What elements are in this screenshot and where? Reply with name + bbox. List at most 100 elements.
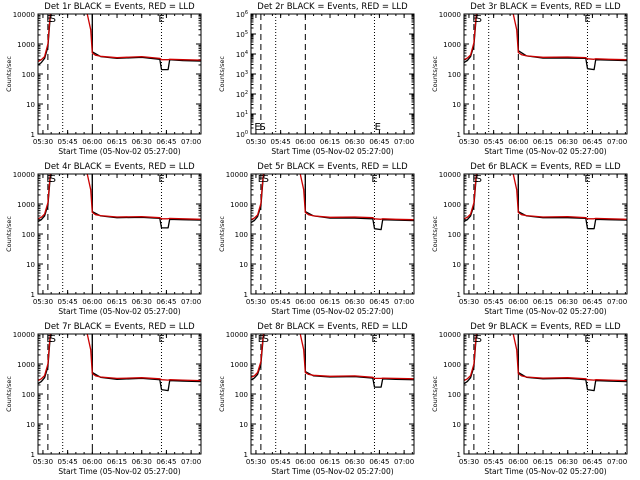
plot-frame <box>37 173 202 295</box>
annotation-marker: E <box>375 122 381 133</box>
series-line-lld <box>38 174 201 220</box>
x-tick-label: 07:00 <box>394 298 414 306</box>
x-tick-label: 06:30 <box>345 298 365 306</box>
y-tick-label: 105 <box>236 30 248 39</box>
annotation-marker: S <box>476 14 482 25</box>
y-tick-label: 1 <box>244 451 248 459</box>
panel-title: Det 8r BLACK = Events, RED = LLD <box>257 322 408 332</box>
panel-3: Det 3r BLACK = Events, RED = LLD Counts/s… <box>431 2 628 156</box>
panel-8: Det 8r BLACK = Events, RED = LLD Counts/s… <box>218 322 415 476</box>
x-tick-label: 05:45 <box>271 138 291 146</box>
y-tick-label: 101 <box>236 110 248 119</box>
y-tick-label: 103 <box>236 70 248 79</box>
x-tick-label: 06:15 <box>107 298 127 306</box>
panel-title: Det 4r BLACK = Events, RED = LLD <box>44 162 195 172</box>
annotation-marker: S <box>259 122 265 133</box>
annotation-marker: S <box>263 174 269 185</box>
x-tick-label: 06:45 <box>156 458 176 466</box>
y-tick-label: 104 <box>236 50 248 59</box>
x-tick-label: 06:30 <box>558 458 578 466</box>
y-axis-label: Counts/sec <box>218 376 226 412</box>
x-tick-label: 05:30 <box>33 298 53 306</box>
series-line-lld <box>38 334 201 382</box>
x-axis-label: Start Time (05-Nov-02 05:27:00) <box>58 147 180 156</box>
annotation-marker: S <box>50 14 56 25</box>
y-tick-label: 100 <box>448 71 461 79</box>
y-tick-label: 10 <box>452 421 461 429</box>
annotation-marker: E <box>472 334 478 345</box>
x-tick-label: 06:15 <box>107 458 127 466</box>
plot-frame <box>463 13 628 135</box>
x-tick-label: 06:30 <box>132 458 152 466</box>
panel-4: Det 4r BLACK = Events, RED = LLD Counts/s… <box>5 162 202 316</box>
plot-frame <box>250 333 415 455</box>
panel-6: Det 6r BLACK = Events, RED = LLD Counts/s… <box>431 162 628 316</box>
annotation-marker: E <box>158 334 164 345</box>
series-line-lld <box>464 174 627 220</box>
y-tick-label: 1000 <box>443 41 461 49</box>
y-tick-label: 10000 <box>226 171 248 179</box>
x-tick-label: 06:45 <box>156 138 176 146</box>
x-tick-label: 06:00 <box>508 138 528 146</box>
y-tick-label: 10 <box>239 421 248 429</box>
plot-frame <box>463 173 628 295</box>
x-tick-label: 05:30 <box>33 138 53 146</box>
x-tick-label: 05:45 <box>484 298 504 306</box>
panel-title: Det 3r BLACK = Events, RED = LLD <box>470 2 621 12</box>
series-group <box>464 174 627 230</box>
x-tick-label: 06:30 <box>558 138 578 146</box>
annotation-marker: S <box>50 334 56 345</box>
y-tick-label: 1000 <box>230 361 248 369</box>
x-axis-label: Start Time (05-Nov-02 05:27:00) <box>271 147 393 156</box>
annotation-marker: S <box>476 334 482 345</box>
x-tick-label: 05:45 <box>271 458 291 466</box>
panel-2: Det 2r BLACK = Events, RED = LLD Counts/s… <box>218 2 415 156</box>
annotation-marker: E <box>584 174 590 185</box>
x-tick-label: 05:30 <box>33 458 53 466</box>
panel-title: Det 7r BLACK = Events, RED = LLD <box>44 322 195 332</box>
y-tick-label: 100 <box>22 71 35 79</box>
annotation-marker: E <box>584 14 590 25</box>
y-axis-label: Counts/sec <box>431 56 439 92</box>
y-tick-label: 100 <box>22 231 35 239</box>
y-tick-label: 10 <box>239 261 248 269</box>
annotation-marker: E <box>371 174 377 185</box>
y-tick-label: 10 <box>26 101 35 109</box>
y-axis-label: Counts/sec <box>218 56 226 92</box>
x-tick-label: 06:00 <box>82 298 102 306</box>
panel-5: Det 5r BLACK = Events, RED = LLD Counts/s… <box>218 162 415 316</box>
panel-9: Det 9r BLACK = Events, RED = LLD Counts/s… <box>431 322 628 476</box>
x-tick-label: 06:30 <box>345 458 365 466</box>
y-tick-label: 10000 <box>226 331 248 339</box>
x-tick-label: 05:30 <box>246 458 266 466</box>
y-tick-label: 10 <box>26 261 35 269</box>
y-tick-label: 10000 <box>439 171 461 179</box>
x-axis-label: Start Time (05-Nov-02 05:27:00) <box>484 147 606 156</box>
panel-title: Det 2r BLACK = Events, RED = LLD <box>257 2 408 12</box>
annotation-marker: S <box>50 174 56 185</box>
x-tick-label: 06:15 <box>320 458 340 466</box>
x-axis-label: Start Time (05-Nov-02 05:27:00) <box>58 307 180 316</box>
panel-title: Det 9r BLACK = Events, RED = LLD <box>470 322 621 332</box>
y-tick-label: 1 <box>457 131 461 139</box>
annotation-marker: E <box>46 334 52 345</box>
x-tick-label: 05:45 <box>271 298 291 306</box>
x-tick-label: 07:00 <box>394 138 414 146</box>
plot-frame <box>463 333 628 455</box>
y-tick-label: 100 <box>235 391 248 399</box>
x-tick-label: 07:00 <box>607 138 627 146</box>
x-tick-label: 07:00 <box>181 138 201 146</box>
series-group <box>38 14 201 71</box>
x-axis-label: Start Time (05-Nov-02 05:27:00) <box>58 467 180 476</box>
x-tick-label: 06:15 <box>533 298 553 306</box>
x-tick-label: 07:00 <box>181 458 201 466</box>
y-tick-label: 100 <box>448 231 461 239</box>
x-tick-label: 05:30 <box>459 458 479 466</box>
y-tick-label: 10 <box>26 421 35 429</box>
x-tick-label: 05:30 <box>246 298 266 306</box>
x-tick-label: 05:45 <box>58 298 78 306</box>
annotation-marker: E <box>472 14 478 25</box>
y-axis-label: Counts/sec <box>431 216 439 252</box>
y-tick-label: 1 <box>31 291 35 299</box>
x-tick-label: 05:30 <box>459 138 479 146</box>
